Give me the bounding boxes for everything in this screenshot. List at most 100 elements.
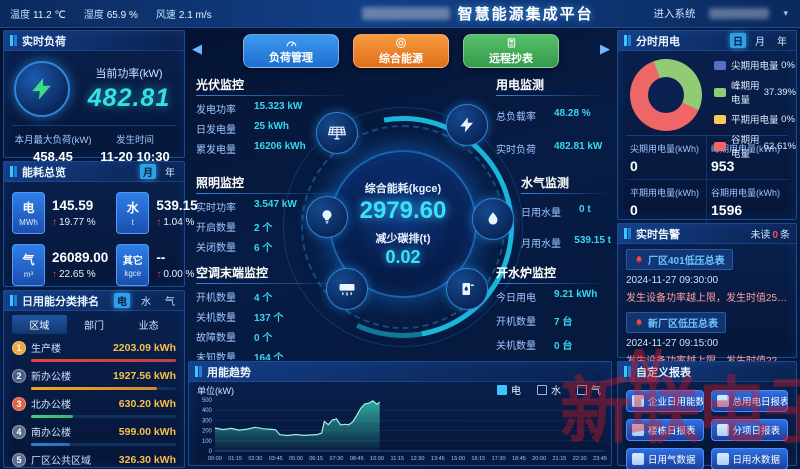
panel-title: 日用能分类排名 — [22, 295, 99, 308]
report-button-total-electric[interactable]: 总用电日报表 — [710, 390, 788, 412]
alert-item[interactable]: 厂区401低压总表 2024-11-27 09:30:00 发生设备功率越上限，… — [618, 244, 796, 307]
group-power-monitoring: 用电监测 总负载率 48.28 % 实时负荷 482.81 kW — [496, 76, 608, 156]
ranking-column-tabs: 区域 部门 业态 — [4, 311, 184, 336]
up-arrow-icon: ↑ — [52, 269, 57, 280]
next-arrow-icon[interactable]: ▶ — [600, 41, 610, 56]
toggle-day[interactable]: 日 — [730, 33, 746, 48]
rank-badge: 5 — [12, 452, 26, 467]
prev-arrow-icon[interactable]: ◀ — [192, 41, 202, 56]
report-button-building-daily[interactable]: 楼栋日报表 — [626, 419, 704, 441]
alert-bell-icon — [636, 255, 642, 263]
occur-time-label: 发生时间 — [115, 135, 154, 146]
ranking-tab-electric[interactable]: 电 — [114, 293, 130, 308]
ranking-tab-gas[interactable]: 气 — [165, 297, 175, 308]
svg-text:400: 400 — [202, 408, 213, 414]
svg-text:07:30: 07:30 — [330, 456, 344, 462]
other-energy-icon: 其它 kgce — [116, 244, 150, 286]
max-load-label: 本月最大负荷(kW) — [14, 135, 92, 146]
solar-panel-icon — [316, 112, 358, 154]
report-icon — [716, 395, 729, 407]
meter-icon — [507, 37, 515, 48]
carbon-reduction-value: 0.02 — [385, 247, 421, 267]
ranking-row: 2 新办公楼 1927.56 kWh — [4, 364, 184, 392]
column-tab-region[interactable]: 区域 — [12, 315, 67, 334]
water-drop-icon — [472, 198, 514, 240]
top-bar: 温度 11.2 ℃ 湿度 65.9 % 风速 2.1 m/s 智慧能源集成平台 进入系… — [0, 0, 800, 28]
report-button-subitem-daily[interactable]: 分项日报表 — [710, 419, 788, 441]
svg-text:12:30: 12:30 — [411, 456, 425, 462]
lightning-icon — [14, 61, 70, 117]
ranking-tab-water[interactable]: 水 — [141, 297, 151, 308]
report-button-daily-gas[interactable]: 日用气数据 — [626, 448, 704, 469]
rank-badge: 2 — [12, 368, 26, 383]
y-axis-unit-label: 单位(kW) — [197, 386, 234, 396]
light-bulb-icon — [306, 196, 348, 238]
legend-electric[interactable]: 电 — [497, 382, 521, 397]
report-button-daily-energy[interactable]: 企业日用能数据 — [626, 390, 704, 412]
alert-item[interactable]: 新厂区低压总表 2024-11-27 09:15:00 发生设备功率越上限，发生… — [618, 307, 796, 370]
max-load-value: 458.45 — [33, 149, 73, 164]
total-energy-value: 2979.60 — [359, 197, 447, 224]
svg-text:16:15: 16:15 — [471, 456, 485, 462]
panel-title: 实时告警 — [636, 228, 680, 241]
wind-speed: 风速 2.1 m/s — [155, 10, 212, 21]
header-accent-icon — [10, 295, 17, 306]
toggle-month[interactable]: 月 — [755, 37, 765, 48]
gas-icon: 气 m³ — [12, 244, 45, 286]
svg-text:500: 500 — [202, 398, 213, 404]
remote-meter-button[interactable]: 远程抄表 — [463, 34, 559, 68]
toggle-month[interactable]: 月 — [140, 164, 156, 179]
panel-header: 自定义报表 — [618, 362, 796, 382]
page-title: 智慧能源集成平台 — [457, 6, 594, 23]
column-tab-department[interactable]: 部门 — [84, 321, 104, 332]
panel-header: 实时负荷 — [4, 31, 184, 51]
svg-text:08:45: 08:45 — [350, 456, 364, 462]
column-tab-business[interactable]: 业态 — [138, 321, 159, 332]
header-accent-icon — [195, 366, 202, 377]
panel-energy-trend: 用能趋势 单位(kW) 电 水 气 0 100 200 300 400 500 00:00 0… — [188, 361, 612, 466]
load-management-button[interactable]: 负荷管理 — [243, 34, 339, 68]
rank-bar-track — [31, 359, 176, 362]
tou-legend: 尖期用电量 0% 峰期用电量 37.39% 平期用电量 0% 谷期用电量 62.… — [714, 58, 796, 160]
group-title: 水气监测 — [521, 174, 611, 194]
svg-text:23:45: 23:45 — [593, 456, 607, 462]
group-title: 开水炉监控 — [496, 264, 608, 284]
svg-text:100: 100 — [202, 439, 213, 445]
weather-strip: 温度 11.2 ℃ 湿度 65.9 % 风速 2.1 m/s — [0, 6, 212, 21]
toggle-year[interactable]: 年 — [165, 168, 175, 179]
group-water-gas-monitoring: 水气监测 日用水量 0 t 月用水量 539.15 t — [521, 174, 611, 250]
water-boiler-icon — [446, 268, 488, 310]
legend-water[interactable]: 水 — [537, 382, 561, 397]
rank-badge: 1 — [12, 340, 26, 355]
panel-header: 实时告警 未读 0 条 — [618, 224, 796, 244]
legend-gas[interactable]: 气 — [577, 382, 601, 397]
outer-ring — [283, 107, 523, 347]
alert-description: 发生设备功率越上限，发生时值253.2kW，… — [626, 293, 788, 304]
rank-bar — [31, 443, 71, 446]
panel-realtime-load: 实时负荷 当前功率(kW) 482.81 本月最大负荷(kW) 458.45 发… — [3, 30, 185, 164]
trend-area-chart: 0 100 200 300 400 500 00:00 01:15 02:30 03:45 05:0… — [202, 398, 607, 462]
report-button-daily-water[interactable]: 日用水数据 — [710, 448, 788, 469]
svg-text:22:30: 22:30 — [573, 456, 587, 462]
svg-text:06:15: 06:15 — [309, 456, 323, 462]
svg-text:15:00: 15:00 — [451, 456, 465, 462]
report-icon — [632, 424, 644, 436]
tou-donut-chart — [630, 59, 702, 131]
carbon-reduction-label: 减少碳排(t) — [375, 233, 431, 245]
group-title: 用电监测 — [496, 76, 608, 96]
chevron-down-icon[interactable]: ▾ — [783, 8, 788, 18]
toggle-year[interactable]: 年 — [777, 37, 787, 48]
integrated-energy-button[interactable]: 综合能源 — [353, 34, 449, 68]
group-pv-monitoring: 光伏监控 发电功率 15.323 kW 日发电量 25 kWh 累发电量 16206 … — [196, 76, 356, 156]
temperature: 温度 11.2 ℃ — [10, 10, 66, 21]
svg-text:03:45: 03:45 — [269, 456, 283, 462]
enter-system-link[interactable]: 进入系统 — [653, 8, 696, 20]
svg-text:02:30: 02:30 — [248, 456, 262, 462]
energy-tile-other: 其它 kgce -- ↑ 0.00 % — [116, 244, 197, 286]
tou-stats-grid: 尖期用电量(kWh) 0 峰期用电量(kWh) 953 平期用电量(kWh) 0 谷期… — [626, 135, 788, 223]
panel-header: 能耗总览 月 年 — [4, 162, 184, 182]
current-power-value: 482.81 — [87, 84, 171, 112]
header-accent-icon — [624, 366, 631, 377]
